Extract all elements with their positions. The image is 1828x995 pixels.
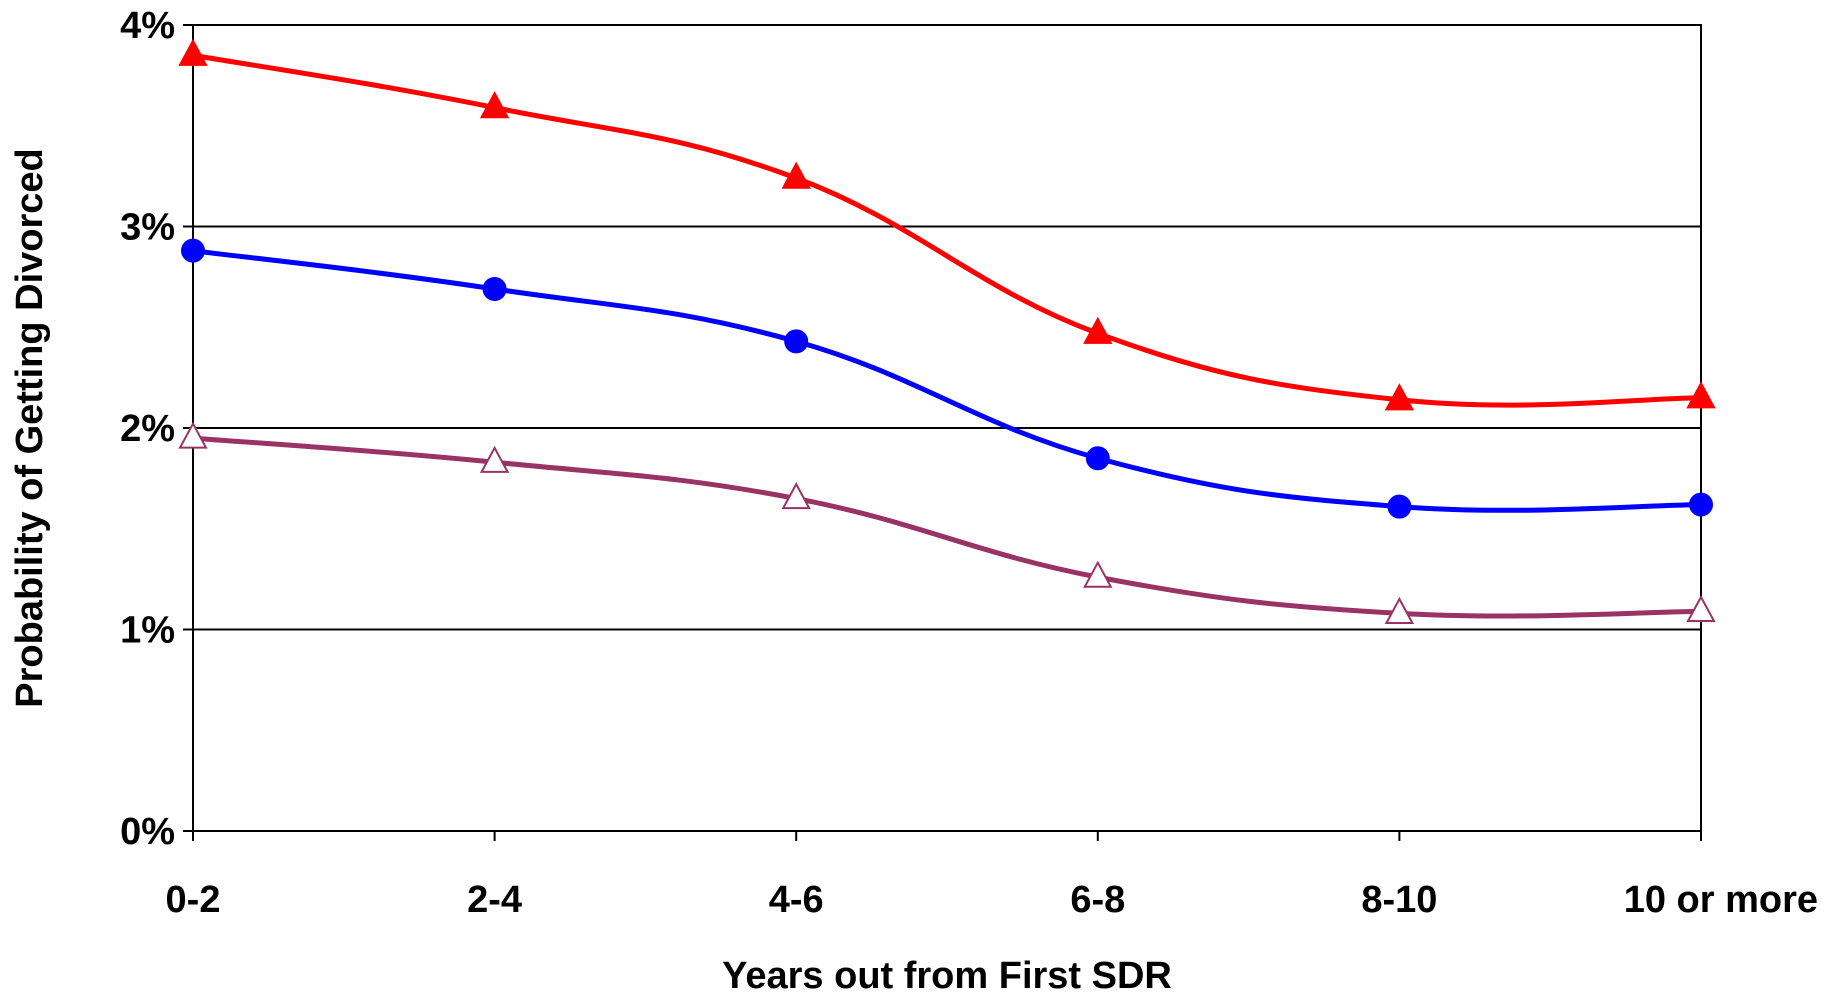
series-1-point-4 — [1387, 494, 1412, 519]
series-2-point-1 — [479, 445, 510, 473]
y-axis-title: Probability of Getting Divorced — [9, 148, 51, 708]
series-2-point-2 — [781, 482, 811, 510]
series-group — [178, 38, 1716, 624]
series-2-point-5 — [1686, 594, 1716, 622]
x-tick-label-5: 10 or more — [1624, 879, 1818, 921]
series-2 — [178, 421, 1716, 624]
series-0-point-4 — [1384, 383, 1415, 411]
tick-labels: 0% 1% 2% 3% 4% 0-2 2-4 4-6 6-8 8-10 10 or more — [120, 5, 1818, 921]
y-tick-label-0: 0% — [120, 811, 175, 853]
series-0-line — [192, 52, 1702, 408]
series-0-point-1 — [479, 91, 510, 119]
series-0-point-3 — [1083, 316, 1113, 344]
series-1-point-0 — [181, 238, 205, 263]
x-tick-label-0: 0-2 — [166, 879, 221, 921]
x-tick-label-4: 8-10 — [1361, 879, 1437, 921]
series-2-point-4 — [1384, 596, 1415, 624]
series-0 — [178, 38, 1716, 411]
y-tick-label-3: 3% — [120, 207, 175, 249]
series-1-point-5 — [1689, 492, 1713, 517]
series-2-point-3 — [1083, 560, 1113, 588]
series-1-line — [192, 248, 1702, 513]
series-1-point-2 — [784, 329, 809, 354]
y-tick-label-4: 4% — [120, 5, 175, 47]
x-tick-label-1: 2-4 — [467, 879, 522, 921]
series-1-point-3 — [1085, 446, 1110, 471]
series-2-line — [192, 435, 1702, 619]
y-tick-label-2: 2% — [120, 408, 175, 450]
series-0-point-0 — [178, 38, 208, 66]
series-2-point-0 — [178, 421, 208, 449]
series-0-point-2 — [781, 161, 811, 189]
series-0-point-5 — [1686, 381, 1716, 409]
y-tick-label-1: 1% — [120, 610, 175, 652]
series-1-point-1 — [482, 276, 507, 301]
x-axis-title: Years out from First SDR — [722, 955, 1172, 995]
series-1 — [181, 238, 1713, 519]
x-tick-label-2: 4-6 — [769, 879, 824, 921]
x-tick-label-3: 6-8 — [1070, 879, 1125, 921]
